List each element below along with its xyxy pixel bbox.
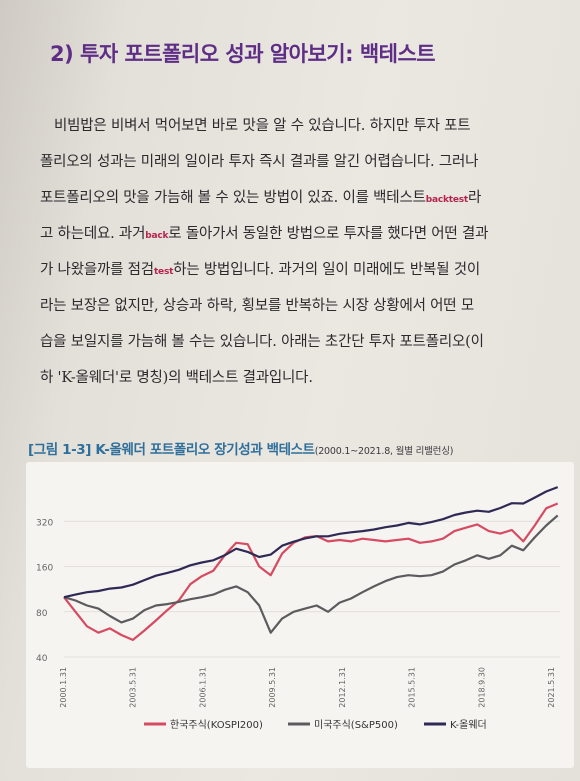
series-line [63,502,559,641]
paragraph-text: 라 [468,190,482,206]
legend-label: 미국주식(S&P500) [314,719,398,731]
chart-panel: 320 160 80 40 2000.1.31 2003.5.31 2006.1.31 200… [26,462,574,768]
y-tick-label: 160 [36,564,53,574]
x-tick-label: 2021.5.31 [547,667,556,708]
x-tick-label: 2015.5.31 [408,667,417,708]
line-chart: 320 160 80 40 2000.1.31 2003.5.31 2006.1.31 200… [36,486,560,731]
paragraph-text: 포트폴리오의 맛을 가늠해 볼 수 있는 방법이 있죠. 이를 백테스트 [40,190,426,206]
series-line [63,514,559,634]
y-tick-label: 40 [36,654,48,664]
paragraph-text: 고 하는데요. 과거 [40,226,146,242]
paragraph-text: 로 돌아가서 동일한 방법으로 투자를 했다면 어떤 결과 [168,226,489,242]
paragraph-line: 하 'K-올웨더'로 명칭)의 백테스트 결과입니다. [40,370,313,386]
x-tick-label: 2012.1.31 [338,667,347,708]
y-tick-label: 320 [36,518,53,528]
paragraph-text: 가 나왔을까를 점검 [40,262,154,278]
body-paragraph: 비빔밥은 비벼서 먹어보면 바로 맛을 알 수 있습니다. 하지만 투자 포트 … [40,108,560,396]
paragraph-line: 폴리오의 성과는 미래의 일이라 투자 즉시 결과를 알긴 어렵습니다. 그러나 [40,154,479,170]
legend-label: K-올웨더 [450,719,487,731]
x-tick-label: 2000.1.31 [59,667,68,708]
x-tick-label: 2009.5.31 [268,667,277,708]
paragraph-line: 가 나왔을까를 점검test하는 방법입니다. 과거의 일이 미래에도 반복될 … [40,252,560,288]
y-tick-label: 80 [36,609,48,619]
english-term: back [145,231,169,241]
paragraph-text: 하는 방법입니다. 과거의 일이 미래에도 반복될 것이 [173,262,481,278]
paragraph-line: 비빔밥은 비벼서 먹어보면 바로 맛을 알 수 있습니다. 하지만 투자 포트 [54,118,471,134]
english-term: test [153,267,174,277]
x-tick-label: 2003.5.31 [129,667,138,708]
legend-label: 한국주식(KOSPI200) [170,719,263,731]
paragraph-line: 고 하는데요. 과거back로 돌아가서 동일한 방법으로 투자를 했다면 어떤… [40,216,560,252]
figure-title-text: [그림 1-3] K-올웨더 포트폴리오 장기성과 백테스트 [28,442,315,458]
section-heading: 2) 투자 포트폴리오 성과 알아보기: 백테스트 [50,42,436,66]
paragraph-line: 포트폴리오의 맛을 가늠해 볼 수 있는 방법이 있죠. 이를 백테스트back… [40,180,560,216]
figure-subtitle: (2000.1~2021.8, 월별 리밸런싱) [314,446,454,457]
figure-title: [그림 1-3] K-올웨더 포트폴리오 장기성과 백테스트(2000.1~20… [28,438,453,458]
x-tick-label: 2018.9.30 [477,667,486,708]
x-tick-label: 2006.1.31 [198,667,207,708]
series-line [63,486,559,599]
english-term: backtest [425,195,469,205]
paragraph-line: 습을 보일지를 가늠해 볼 수는 있습니다. 아래는 초간단 투자 포트폴리오(… [40,334,484,350]
paragraph-line: 라는 보장은 없지만, 상승과 하락, 횡보를 반복하는 시장 상황에서 어떤 … [40,298,474,314]
